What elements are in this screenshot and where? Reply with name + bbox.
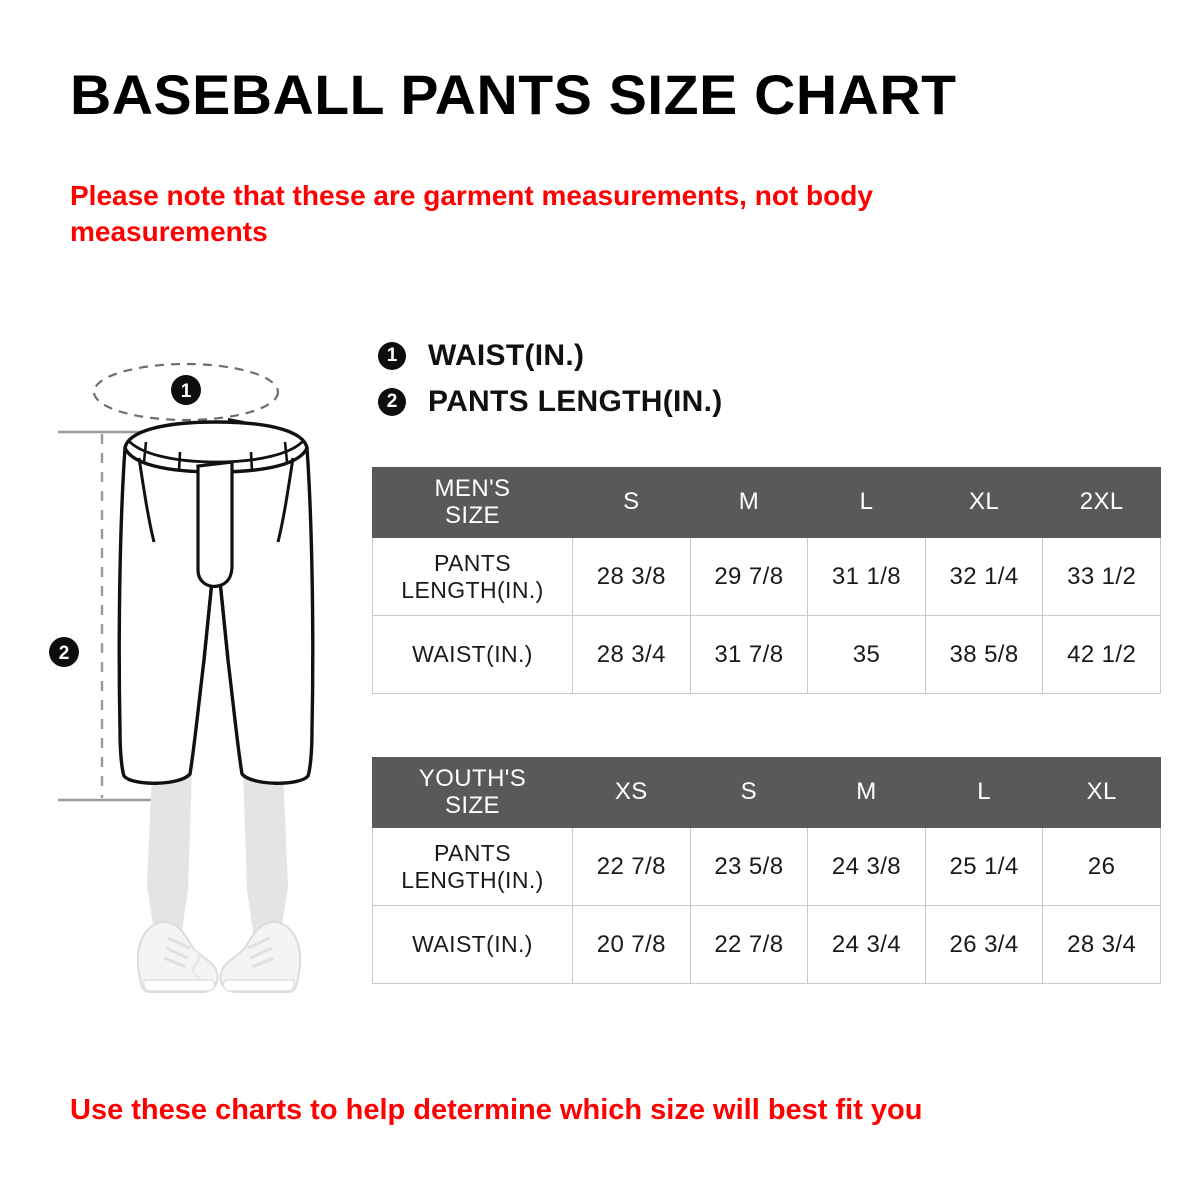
table-header-row: MEN'S SIZE S M L XL 2XL [372,467,1161,538]
waist-marker-text: 1 [181,381,192,402]
mens-corner-label: MEN'S SIZE [372,467,573,538]
table-header-row: YOUTH'S SIZE XS S M L XL [372,757,1161,828]
mens-col-header: M [689,467,809,538]
legend-badge-1-icon: 1 [378,342,406,370]
legs-and-socks [147,770,288,958]
mens-col-header: S [572,467,691,538]
table-row: PANTS LENGTH(IN.) 28 3/8 29 7/8 31 1/8 3… [372,537,1161,616]
garment-measurement-note: Please note that these are garment measu… [70,180,873,247]
mens-cell: 35 [807,615,926,694]
fit-guidance-note: Use these charts to help determine which… [70,1094,923,1126]
mens-row-label-pants-length: PANTS LENGTH(IN.) [372,537,573,616]
youth-cell: 23 5/8 [689,827,809,906]
legend-badge-2-icon: 2 [378,388,406,416]
table-row: WAIST(IN.) 20 7/8 22 7/8 24 3/4 26 3/4 2… [372,905,1161,984]
mens-cell: 28 3/4 [572,615,691,694]
legend-item-pants-length: 2 PANTS LENGTH(IN.) [378,382,723,422]
youth-cell: 26 3/4 [924,905,1044,984]
mens-cell: 38 5/8 [924,615,1044,694]
mens-cell: 29 7/8 [689,537,809,616]
youth-col-header: M [807,757,926,828]
length-marker-badge: 2 [49,637,79,667]
youth-cell: 24 3/4 [807,905,926,984]
youth-cell: 25 1/4 [924,827,1044,906]
youth-cell: 26 [1042,827,1161,906]
mens-cell: 28 3/8 [572,537,691,616]
mens-cell: 31 7/8 [689,615,809,694]
mens-cell: 42 1/2 [1042,615,1161,694]
legend-label-waist: WAIST(IN.) [428,339,585,372]
youth-cell: 22 7/8 [572,827,691,906]
pocket-seams [137,457,295,543]
waistband [123,420,309,474]
table-row: PANTS LENGTH(IN.) 22 7/8 23 5/8 24 3/8 2… [372,827,1161,906]
youth-size-table: YOUTH'S SIZE XS S M L XL PANTS LENGTH(IN… [372,757,1161,984]
table-row: WAIST(IN.) 28 3/4 31 7/8 35 38 5/8 42 1/… [372,615,1161,694]
youth-row-label-waist: WAIST(IN.) [372,905,573,984]
youth-cell: 22 7/8 [689,905,809,984]
shoes [136,920,302,993]
youth-col-header: S [689,757,809,828]
mens-col-header: XL [924,467,1044,538]
fly-panel [196,460,234,588]
mens-cell: 31 1/8 [807,537,926,616]
mens-col-header: L [807,467,926,538]
mens-cell: 32 1/4 [924,537,1044,616]
pants-illustration: 1 2 [40,330,380,1010]
mens-size-table: MEN'S SIZE S M L XL 2XL PANTS LENGTH(IN.… [372,467,1161,694]
mens-cell: 33 1/2 [1042,537,1161,616]
mens-col-header: 2XL [1042,467,1161,538]
waist-marker-badge: 1 [171,375,201,405]
legend-label-pants-length: PANTS LENGTH(IN.) [428,385,723,418]
pants-diagram-svg: 1 2 [49,362,315,993]
pants-body [117,446,315,785]
youth-corner-label: YOUTH'S SIZE [372,757,573,828]
mens-row-label-waist: WAIST(IN.) [372,615,573,694]
youth-col-header: L [924,757,1044,828]
youth-cell: 20 7/8 [572,905,691,984]
youth-col-header: XL [1042,757,1161,828]
length-marker-text: 2 [59,643,70,664]
youth-row-label-pants-length: PANTS LENGTH(IN.) [372,827,573,906]
legend-item-waist: 1 WAIST(IN.) [378,336,723,376]
youth-col-header: XS [572,757,691,828]
measurement-legend: 1 WAIST(IN.) 2 PANTS LENGTH(IN.) [378,336,723,428]
page-title: BASEBALL PANTS SIZE CHART [70,63,957,126]
youth-cell: 28 3/4 [1042,905,1161,984]
youth-cell: 24 3/8 [807,827,926,906]
